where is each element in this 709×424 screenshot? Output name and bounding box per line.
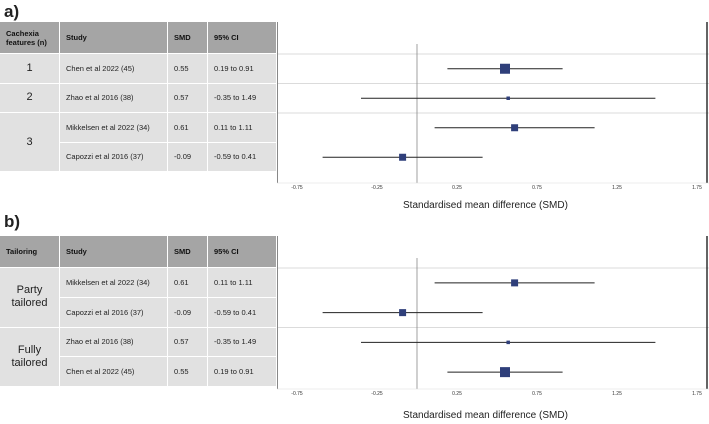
smd-cell: -0.09 — [168, 142, 208, 172]
smd-cell: 0.55 — [168, 357, 208, 387]
study-cell: Chen et al 2022 (45) — [60, 357, 168, 387]
group-label: Fully tailored — [0, 327, 60, 387]
smd-cell: 0.61 — [168, 268, 208, 298]
study-cell: Capozzi et al 2016 (37) — [60, 142, 168, 172]
smd-marker — [511, 279, 519, 287]
panel-a-table: Cachexia features (n) Study SMD 95% CI 1 2 3 Ch… — [0, 22, 277, 174]
study-header: Study — [60, 22, 168, 54]
smd-marker — [500, 63, 510, 74]
ci-cell: -0.35 to 1.49 — [208, 83, 277, 113]
x-tick-label: 1.75 — [692, 185, 702, 191]
x-tick-label: 0.75 — [532, 185, 542, 191]
x-tick-label: 1.25 — [612, 391, 622, 397]
study-cell: Capozzi et al 2016 (37) — [60, 297, 168, 328]
x-tick-label: -0.75 — [291, 185, 303, 191]
ci-cell: 0.11 to 1.11 — [208, 268, 277, 298]
group-label: 1 — [0, 54, 60, 84]
ci-cell: 0.11 to 1.11 — [208, 113, 277, 143]
study-header: Study — [60, 236, 168, 268]
smd-marker — [506, 96, 510, 100]
smd-cell: 0.57 — [168, 327, 208, 358]
study-cell: Chen et al 2022 (45) — [60, 54, 168, 84]
smd-marker — [399, 153, 407, 161]
x-tick-label: -0.25 — [371, 185, 383, 191]
smd-marker — [399, 309, 407, 317]
panel-b-axis-title: Standardised mean difference (SMD) — [403, 410, 568, 421]
group-label: 3 — [0, 113, 60, 172]
group-header: Tailoring — [0, 236, 60, 268]
ci-cell: -0.59 to 0.41 — [208, 297, 277, 328]
panel-a-label: a) — [4, 2, 20, 21]
x-tick-label: -0.75 — [291, 391, 303, 397]
group-label: 2 — [0, 83, 60, 113]
ci-cell: 0.19 to 0.91 — [208, 54, 277, 84]
panel-b-label: b) — [4, 212, 21, 231]
smd-marker — [500, 367, 510, 378]
group-label: Party tailored — [0, 268, 60, 328]
panel-a-forest-plot: -0.75 -0.25 0.25 0.75 1.25 1.75 — [277, 22, 709, 191]
ci-cell: 0.19 to 0.91 — [208, 357, 277, 387]
smd-cell: -0.09 — [168, 297, 208, 328]
study-cell: Mikkelsen et al 2022 (34) — [60, 113, 168, 143]
smd-marker — [506, 340, 510, 345]
ci-cell: -0.59 to 0.41 — [208, 142, 277, 172]
x-tick-label: 1.75 — [692, 391, 702, 397]
smd-header: SMD — [168, 22, 208, 54]
ci-header: 95% CI — [208, 236, 277, 268]
study-cell: Zhao et al 2016 (38) — [60, 327, 168, 358]
ci-cell: -0.35 to 1.49 — [208, 327, 277, 358]
group-header: Cachexia features (n) — [0, 22, 60, 54]
smd-cell: 0.61 — [168, 113, 208, 143]
smd-cell: 0.55 — [168, 54, 208, 84]
smd-cell: 0.57 — [168, 83, 208, 113]
study-cell: Zhao et al 2016 (38) — [60, 83, 168, 113]
x-tick-label: 0.25 — [452, 391, 462, 397]
x-tick-label: 0.25 — [452, 185, 462, 191]
smd-header: SMD — [168, 236, 208, 268]
x-tick-label: -0.25 — [371, 391, 383, 397]
smd-marker — [511, 124, 519, 132]
x-tick-label: 1.25 — [612, 185, 622, 191]
x-tick-label: 0.75 — [532, 391, 542, 397]
ci-header: 95% CI — [208, 22, 277, 54]
panel-a-axis-title: Standardised mean difference (SMD) — [403, 200, 568, 211]
panel-b-forest-plot: -0.75 -0.25 0.25 0.75 1.25 1.75 — [277, 236, 709, 397]
panel-b-table: Tailoring Study SMD 95% CI Party tailored Ful… — [0, 236, 277, 387]
study-cell: Mikkelsen et al 2022 (34) — [60, 268, 168, 298]
